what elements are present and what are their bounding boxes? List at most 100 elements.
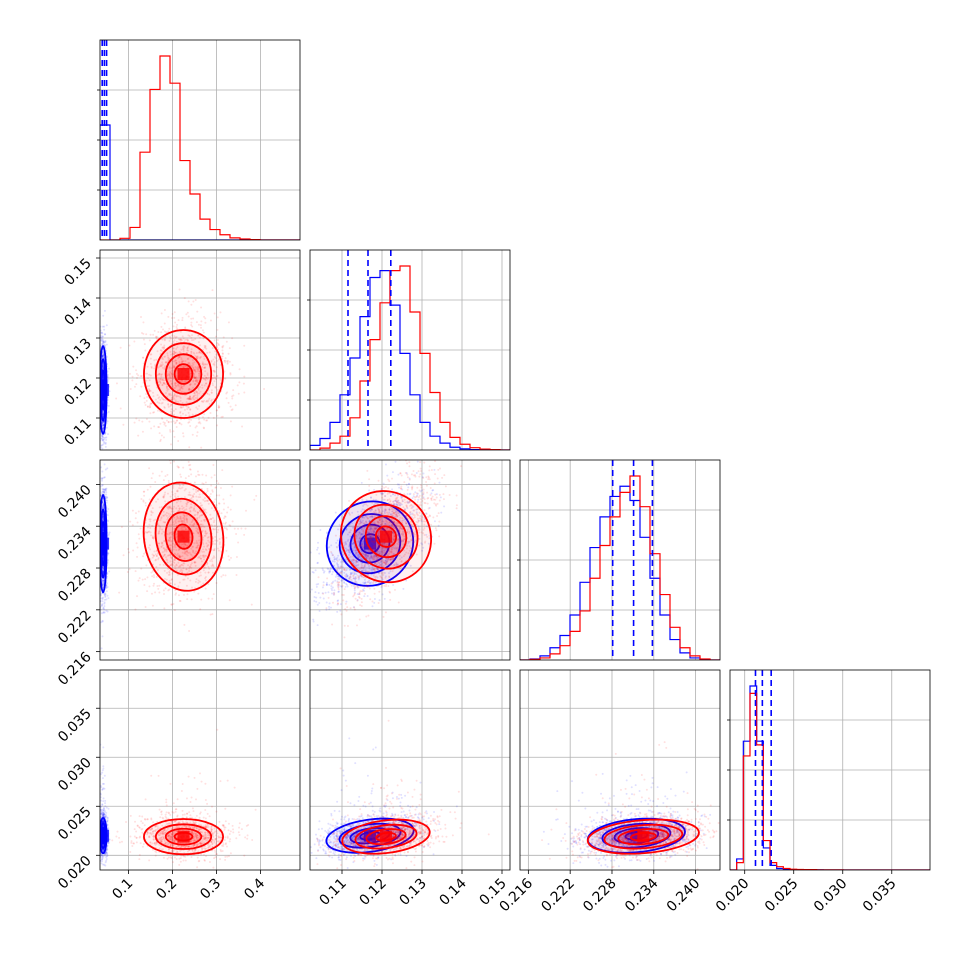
scatter-point [142,356,145,359]
scatter-point [189,579,192,582]
scatter-point [174,386,177,389]
scatter-point [162,328,165,331]
scatter-point [379,523,382,526]
scatter-point [187,552,190,555]
scatter-point [179,487,182,490]
scatter-point [371,568,374,571]
scatter-point [163,553,166,556]
scatter-point [378,563,381,566]
scatter-point [101,351,104,354]
scatter-point [143,490,146,493]
scatter-point [103,344,106,347]
scatter-point [194,337,197,340]
scatter-point [375,527,378,530]
scatter-point [101,424,104,427]
scatter-point [101,355,104,358]
scatter-point [103,490,106,493]
scatter-point [166,571,169,574]
scatter-point [226,511,229,514]
scatter-point [225,549,228,552]
scatter-point [105,609,108,612]
scatter-point [171,334,174,337]
scatter-point [199,608,202,611]
scatter-point [198,474,201,477]
scatter-point [185,405,188,408]
scatter-point [194,365,197,368]
scatter-point [200,520,203,523]
scatter-point [395,546,398,549]
scatter-point [177,495,180,498]
scatter-point [435,493,438,496]
scatter-point [98,575,100,577]
scatter-point [369,510,372,513]
scatter-point [170,408,173,411]
scatter-point [175,340,178,343]
scatter-point [193,560,196,563]
scatter-point [162,496,165,499]
scatter-point [183,562,186,565]
scatter-point [97,533,99,535]
scatter-point [173,558,176,561]
scatter-point [149,412,152,415]
scatter-point [199,352,202,355]
scatter-point [178,350,181,353]
scatter-point [139,375,142,378]
scatter-point [163,339,166,342]
scatter-point [167,589,170,592]
scatter-point [206,490,209,493]
scatter-point [200,355,203,358]
scatter-point [229,372,232,375]
scatter-point [149,548,152,551]
scatter-point [212,464,215,467]
scatter-point [168,579,171,582]
scatter-point [204,366,207,369]
scatter-point [336,600,339,603]
scatter-point [171,377,174,380]
scatter-point [205,376,208,379]
scatter-point [319,596,322,599]
scatter-point [119,407,122,410]
scatter-point [177,384,180,387]
scatter-point [157,532,160,535]
scatter-point [136,521,139,524]
scatter-point [160,542,163,545]
scatter-point [98,531,100,533]
scatter-point [103,328,106,331]
scatter-point [206,363,209,366]
scatter-point [186,347,189,350]
scatter-point [181,571,184,574]
scatter-point [189,563,192,566]
scatter-point [172,386,175,389]
scatter-point [158,365,161,368]
scatter-point [195,488,198,491]
scatter-point [203,384,206,387]
scatter-point [325,584,328,587]
scatter-point [349,531,352,534]
scatter-point [168,537,171,540]
scatter-point [206,392,209,395]
scatter-point [214,385,217,388]
scatter-point [216,388,219,391]
scatter-point [189,532,192,535]
scatter-point [422,546,425,549]
scatter-point [102,596,105,599]
scatter-point [209,513,212,516]
scatter-point [188,387,191,390]
scatter-point [191,334,194,337]
scatter-point [423,518,426,521]
scatter-point [215,366,218,369]
scatter-point [97,480,99,482]
scatter-point [170,372,173,375]
scatter-point [208,440,210,442]
scatter-point [243,533,246,536]
scatter-point [353,591,356,594]
scatter-point [148,389,151,392]
scatter-point [106,467,109,470]
scatter-point [102,579,105,582]
scatter-point [156,498,159,501]
scatter-point [199,344,202,347]
scatter-point [100,331,103,334]
scatter-point [155,558,158,561]
scatter-point [98,413,100,415]
scatter-point [255,494,258,497]
